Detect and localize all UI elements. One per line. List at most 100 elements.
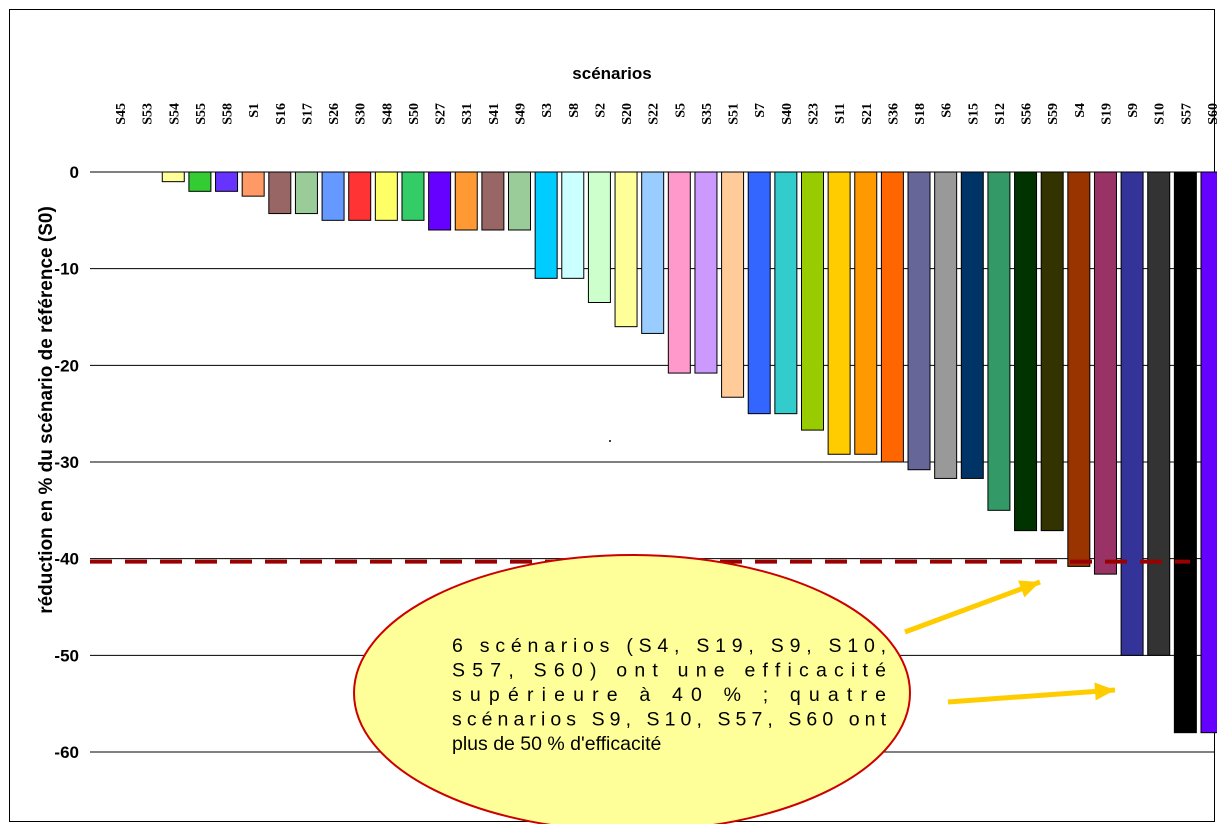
category-label: S53 [141,103,156,125]
category-label: S4 [1073,103,1088,118]
category-label: S12 [993,103,1008,125]
bar-s11 [827,171,851,455]
arrow-lower-head [1094,682,1115,701]
bar-s23 [800,171,824,431]
category-label: S16 [274,103,289,125]
category-label: S27 [434,103,449,125]
category-label: S17 [300,103,315,125]
bar-s60 [1200,171,1217,734]
bar-s51 [721,171,745,398]
bar-s12 [987,171,1011,511]
category-label: S50 [407,103,422,125]
category-label: S48 [380,103,395,125]
category-label: S26 [327,103,342,125]
arrow-upper [904,579,1041,635]
y-tick-label: -30 [54,453,79,472]
bar-s16 [268,171,292,215]
bar-s36 [880,171,904,463]
bar-s17 [294,171,318,215]
bar-s30 [348,171,372,221]
bar-s35 [694,171,718,374]
callout-line: scénarios S9, S10, S57, S60 ont [452,709,887,731]
bar-s41 [481,171,505,231]
category-label: S1 [247,103,262,118]
callout-ellipse [353,554,911,824]
bar-s50 [401,171,425,221]
bar-s2 [587,171,611,303]
category-label: S7 [753,103,768,118]
category-label: S18 [913,103,928,125]
y-tick-label: -20 [54,356,79,375]
bar-s10 [1147,171,1171,656]
category-label: S35 [700,103,715,125]
category-label: S56 [1020,103,1035,125]
y-tick-labels: 0 -10 -20 -30 -40 -50 -60 [54,163,79,762]
bar-s56 [1014,171,1038,532]
category-label: S59 [1046,103,1061,125]
bar-s21 [854,171,878,455]
stray-dot [609,440,611,442]
category-label: S23 [806,103,821,125]
category-label: S30 [354,103,369,125]
bar-s4 [1067,171,1091,567]
bar-s9 [1120,171,1144,656]
bar-s55 [188,171,212,192]
callout-line: plus de 50 % d'efficacité [452,733,661,755]
bar-s22 [641,171,665,334]
bar-s6 [934,171,958,479]
y-tick-label: -60 [54,743,79,762]
bar-s8 [561,171,585,279]
category-label: S8 [567,103,582,118]
category-label: S41 [487,103,502,125]
bar-s49 [508,171,532,231]
category-label: S40 [780,103,795,125]
y-tick-label: -50 [54,646,79,665]
category-label: S20 [620,103,635,125]
category-label: S5 [673,103,688,118]
category-label: S15 [966,103,981,125]
arrow-lower [947,687,1116,705]
bar-s3 [534,171,558,279]
category-label: S21 [860,103,875,125]
category-label: S3 [540,103,555,118]
bar-s15 [960,171,984,479]
category-label: S55 [194,103,209,125]
bar-s59 [1040,171,1064,532]
bar-s40 [774,171,798,415]
category-label: S9 [1126,103,1141,118]
bar-s7 [747,171,771,415]
category-label: S10 [1153,103,1168,125]
category-label: S22 [647,103,662,125]
y-axis-label: réduction en % du scénario de référence … [36,206,57,614]
category-label: S19 [1099,103,1114,125]
category-label: S6 [940,103,955,118]
category-label: S11 [833,103,848,124]
bar-s5 [667,171,691,374]
y-tick-label: -10 [54,260,79,279]
bars [161,171,1217,734]
category-label: S49 [514,103,529,125]
arrow-upper-head [1018,580,1040,598]
category-label: S31 [460,103,475,125]
category-labels: S45 S53 S54 S55 S58 S1 S16 S17 S26 S30 S48 S50 S27 S3… [114,103,1217,125]
bar-s20 [614,171,638,328]
category-label: S2 [593,103,608,118]
category-label: S60 [1206,103,1217,125]
bar-s58 [215,171,239,192]
y-tick-label: -40 [54,550,79,569]
bar-s54 [161,171,185,183]
y-tick-label: 0 [70,163,79,182]
category-label: S36 [886,103,901,125]
category-label: S54 [167,103,182,125]
chart-title: scénarios [572,64,651,83]
category-label: S51 [727,103,742,125]
bar-s31 [454,171,478,231]
bar-s48 [374,171,398,221]
category-label: S58 [221,103,236,125]
callout-line: S57, S60) ont une efficacité [452,660,886,682]
annotation-callout: 6 scénarios (S4, S19, S9, S10, S57, S60) … [353,440,1116,824]
bar-s57 [1173,171,1197,734]
bar-s26 [321,171,345,221]
bar-s18 [907,171,931,471]
